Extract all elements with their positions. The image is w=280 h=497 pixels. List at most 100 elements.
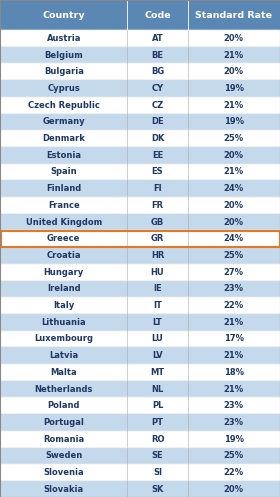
Bar: [0, 164, 280, 180]
Text: 21%: 21%: [224, 51, 244, 60]
Text: Lithuania: Lithuania: [41, 318, 86, 327]
Text: Latvia: Latvia: [49, 351, 78, 360]
Bar: [0, 214, 280, 231]
Text: HU: HU: [151, 268, 164, 277]
Text: 19%: 19%: [224, 435, 244, 444]
Text: 22%: 22%: [224, 301, 244, 310]
Text: Sweden: Sweden: [45, 451, 82, 460]
Text: PT: PT: [151, 418, 164, 427]
Text: 23%: 23%: [224, 401, 244, 410]
Bar: [0, 180, 280, 197]
Bar: [0, 80, 280, 97]
Text: Slovenia: Slovenia: [43, 468, 84, 477]
Text: FR: FR: [151, 201, 164, 210]
Bar: [0, 0, 280, 30]
Text: Denmark: Denmark: [42, 134, 85, 143]
Bar: [0, 280, 280, 297]
Bar: [0, 64, 280, 80]
Bar: [0, 398, 280, 414]
Text: 27%: 27%: [224, 268, 244, 277]
Text: Finland: Finland: [46, 184, 81, 193]
Text: 23%: 23%: [224, 284, 244, 293]
Bar: [0, 97, 280, 113]
Text: 20%: 20%: [224, 151, 244, 160]
Text: RO: RO: [151, 435, 164, 444]
Text: LT: LT: [153, 318, 162, 327]
Text: 19%: 19%: [224, 84, 244, 93]
Text: LU: LU: [152, 334, 163, 343]
Text: Cyprus: Cyprus: [47, 84, 80, 93]
Bar: [0, 331, 280, 347]
Text: DK: DK: [151, 134, 164, 143]
Bar: [0, 113, 280, 130]
Text: HR: HR: [151, 251, 164, 260]
Text: Czech Republic: Czech Republic: [28, 101, 100, 110]
Bar: [0, 464, 280, 481]
Text: SI: SI: [153, 468, 162, 477]
Text: 21%: 21%: [224, 101, 244, 110]
Bar: [1, 231, 279, 247]
Text: 18%: 18%: [224, 368, 244, 377]
Bar: [0, 447, 280, 464]
Text: Luxembourg: Luxembourg: [34, 334, 93, 343]
Text: AT: AT: [152, 34, 163, 43]
Bar: [0, 364, 280, 381]
Text: PL: PL: [152, 401, 163, 410]
Text: 20%: 20%: [224, 201, 244, 210]
Text: BG: BG: [151, 67, 164, 76]
Text: 21%: 21%: [224, 167, 244, 176]
Text: Poland: Poland: [47, 401, 80, 410]
Text: Estonia: Estonia: [46, 151, 81, 160]
Text: 23%: 23%: [224, 418, 244, 427]
Text: 22%: 22%: [224, 468, 244, 477]
Text: 20%: 20%: [224, 218, 244, 227]
Text: 19%: 19%: [224, 117, 244, 126]
Text: 21%: 21%: [224, 385, 244, 394]
Text: SE: SE: [152, 451, 163, 460]
Text: Country: Country: [42, 10, 85, 19]
Text: Slovakia: Slovakia: [44, 485, 84, 494]
Text: Greece: Greece: [47, 234, 80, 243]
Bar: [0, 297, 280, 314]
Text: IT: IT: [153, 301, 162, 310]
Text: EE: EE: [152, 151, 163, 160]
Bar: [0, 47, 280, 64]
Text: IE: IE: [153, 284, 162, 293]
Text: ES: ES: [152, 167, 163, 176]
Text: Malta: Malta: [50, 368, 77, 377]
Bar: [0, 264, 280, 280]
Text: 20%: 20%: [224, 485, 244, 494]
Text: Belgium: Belgium: [44, 51, 83, 60]
Text: DE: DE: [151, 117, 164, 126]
Text: France: France: [48, 201, 80, 210]
Text: 25%: 25%: [224, 451, 244, 460]
Text: Ireland: Ireland: [47, 284, 81, 293]
Text: 20%: 20%: [224, 34, 244, 43]
Text: Standard Rate: Standard Rate: [195, 10, 272, 19]
Text: Portugal: Portugal: [43, 418, 84, 427]
Text: BE: BE: [151, 51, 164, 60]
Text: Romania: Romania: [43, 435, 84, 444]
Text: Netherlands: Netherlands: [34, 385, 93, 394]
Text: Spain: Spain: [50, 167, 77, 176]
Text: 25%: 25%: [224, 251, 244, 260]
Text: Germany: Germany: [42, 117, 85, 126]
Text: SK: SK: [151, 485, 164, 494]
Text: FI: FI: [153, 184, 162, 193]
Text: 24%: 24%: [224, 184, 244, 193]
Text: MT: MT: [150, 368, 165, 377]
Bar: [0, 247, 280, 264]
Text: CY: CY: [151, 84, 164, 93]
Text: CZ: CZ: [151, 101, 164, 110]
Bar: [0, 197, 280, 214]
Bar: [0, 147, 280, 164]
Text: 25%: 25%: [224, 134, 244, 143]
Text: 24%: 24%: [224, 234, 244, 243]
Text: 17%: 17%: [224, 334, 244, 343]
Bar: [0, 481, 280, 497]
Bar: [0, 130, 280, 147]
Text: Hungary: Hungary: [44, 268, 84, 277]
Text: Croatia: Croatia: [46, 251, 81, 260]
Bar: [0, 347, 280, 364]
Text: GR: GR: [151, 234, 164, 243]
